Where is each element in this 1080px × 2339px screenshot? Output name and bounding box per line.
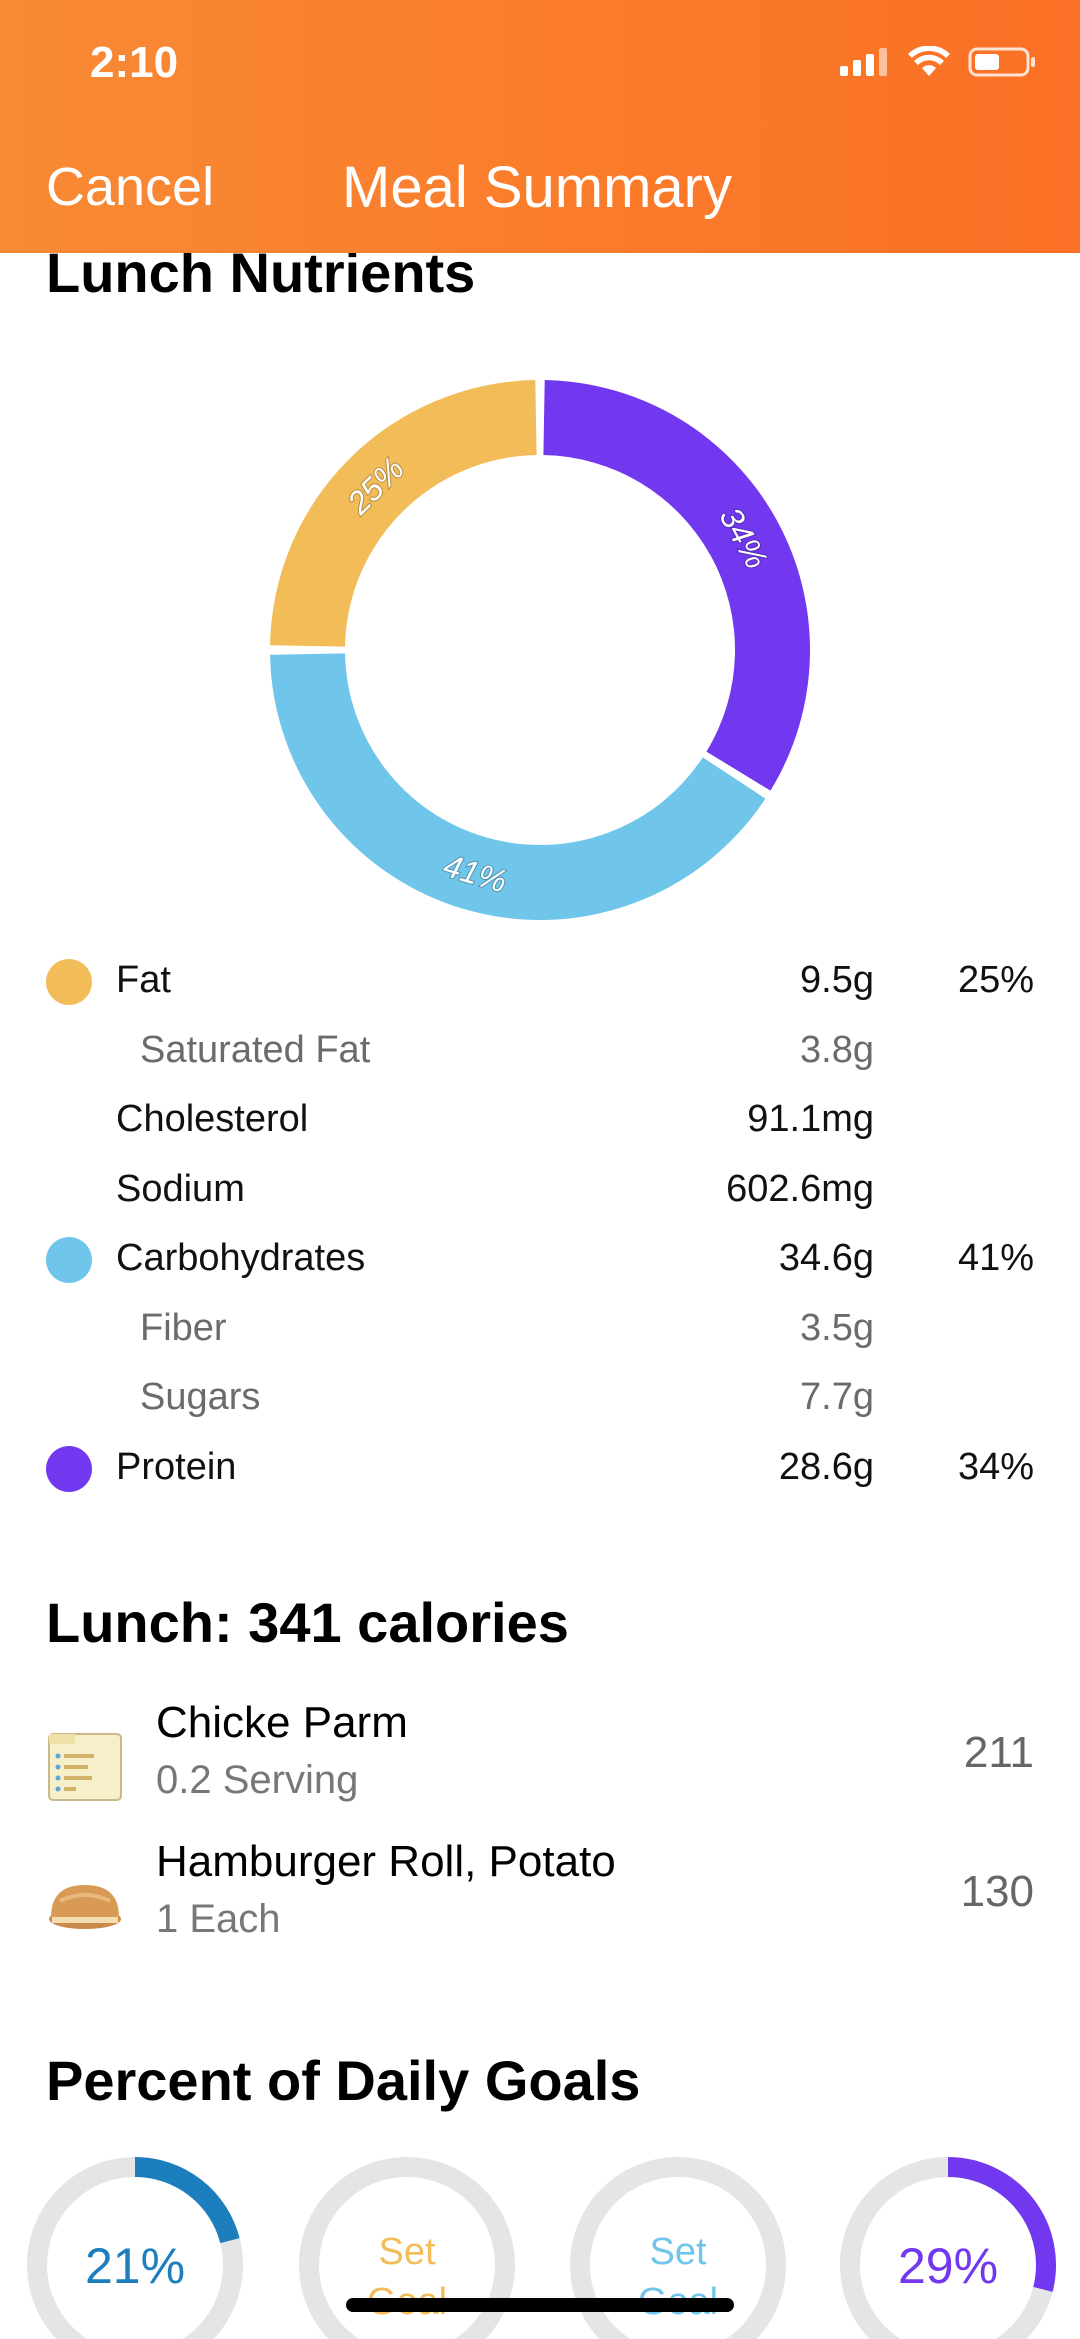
protein-color-dot	[46, 1445, 92, 1492]
nutrient-percent: 34%	[957, 1445, 1034, 1488]
nutrient-row-fiber: Fiber 3.5g	[0, 1303, 1080, 1373]
food-name: Hamburger Roll, Potato	[156, 1837, 616, 1886]
nutrient-name: Carbohydrates	[116, 1237, 366, 1279]
daily-goals-title: Percent of Daily Goals	[46, 2049, 641, 2112]
nutrients-list: Fat 9.5g 25% Saturated Fat 3.8g Choleste…	[0, 955, 1080, 1511]
nutrient-row-sodium: Sodium 602.6mg	[0, 1164, 1080, 1234]
goal-percent-label: 21%	[84, 2238, 186, 2294]
bread-roll-icon	[49, 1885, 121, 1929]
food-serving: 0.2 Serving	[156, 1758, 359, 1802]
nutrients-donut-chart: 34% 41% 25%	[265, 375, 815, 925]
recipe-card-icon	[48, 1733, 122, 1801]
nutrient-name: Saturated Fat	[140, 1028, 371, 1071]
food-serving: 1 Each	[156, 1897, 281, 1941]
food-item-row[interactable]: Chicke Parm 0.2 Serving 211	[0, 1698, 1080, 1836]
goal-percent-label: 29%	[897, 2238, 999, 2294]
lunch-calories-title: Lunch: 341 calories	[46, 1591, 569, 1654]
carbs-color-dot	[46, 1237, 92, 1283]
goal-ring-track	[299, 2157, 515, 2339]
fat-color-dot	[46, 959, 92, 1005]
nutrient-name: Sodium	[116, 1167, 245, 1210]
goal-ring[interactable]: Set Goal	[568, 2155, 788, 2339]
nutrient-value: 91.1mg	[747, 1098, 874, 1140]
page-title: Meal Summary	[342, 155, 732, 220]
donut-slice-carbohydrates	[270, 653, 766, 920]
goal-ring-progress	[134, 2157, 240, 2244]
donut-slice-fat	[270, 380, 537, 647]
donut-slice-protein	[543, 380, 810, 791]
set-goal-label: Set Goal	[367, 2231, 447, 2323]
cellular-signal-icon	[840, 48, 887, 76]
nutrient-name: Protein	[116, 1445, 237, 1488]
set-goal-label: Set Goal	[638, 2231, 718, 2323]
nutrient-row-cholesterol: Cholesterol 91.1mg	[0, 1094, 1080, 1164]
status-icons	[840, 46, 1038, 78]
nutrient-name: Cholesterol	[116, 1098, 309, 1140]
nutrient-row-carbohydrates: Carbohydrates 34.6g 41%	[0, 1233, 1080, 1303]
status-time: 2:10	[90, 38, 179, 87]
nutrient-value: 7.7g	[800, 1376, 874, 1418]
goal-ring[interactable]: 29%	[838, 2155, 1058, 2339]
home-indicator[interactable]	[346, 2298, 734, 2312]
nutrient-value: 3.5g	[800, 1306, 874, 1349]
goal-ring-track	[570, 2157, 786, 2339]
goal-ring-progress	[947, 2157, 1056, 2292]
nutrient-name: Fat	[116, 959, 171, 1001]
nutrient-value: 28.6g	[778, 1445, 874, 1488]
food-item-row[interactable]: Hamburger Roll, Potato 1 Each 130	[0, 1837, 1080, 1975]
cancel-button[interactable]: Cancel	[46, 157, 215, 217]
nutrient-value: 3.8g	[800, 1028, 874, 1071]
nutrient-row-protein: Protein 28.6g 34%	[0, 1442, 1080, 1512]
goal-ring[interactable]: 21%	[25, 2155, 245, 2339]
food-name: Chicke Parm	[156, 1698, 408, 1747]
nutrient-row-sugars: Sugars 7.7g	[0, 1372, 1080, 1442]
nutrient-name: Sugars	[140, 1376, 261, 1418]
nutrient-value: 34.6g	[778, 1237, 874, 1279]
nutrient-percent: 25%	[957, 959, 1034, 1001]
nutrient-row-fat: Fat 9.5g 25%	[0, 955, 1080, 1025]
nutrient-name: Fiber	[140, 1306, 227, 1349]
food-calories: 130	[960, 1867, 1034, 1916]
top-bar: 2:10 Cancel Meal Summary	[0, 0, 1080, 253]
wifi-icon	[908, 46, 950, 76]
nutrient-value: 9.5g	[800, 959, 874, 1001]
nutrient-row-saturated-fat: Saturated Fat 3.8g	[0, 1025, 1080, 1095]
food-calories: 211	[963, 1728, 1034, 1777]
battery-icon	[968, 47, 1035, 77]
nutrient-value: 602.6mg	[726, 1167, 874, 1210]
nutrient-percent: 41%	[957, 1237, 1034, 1279]
